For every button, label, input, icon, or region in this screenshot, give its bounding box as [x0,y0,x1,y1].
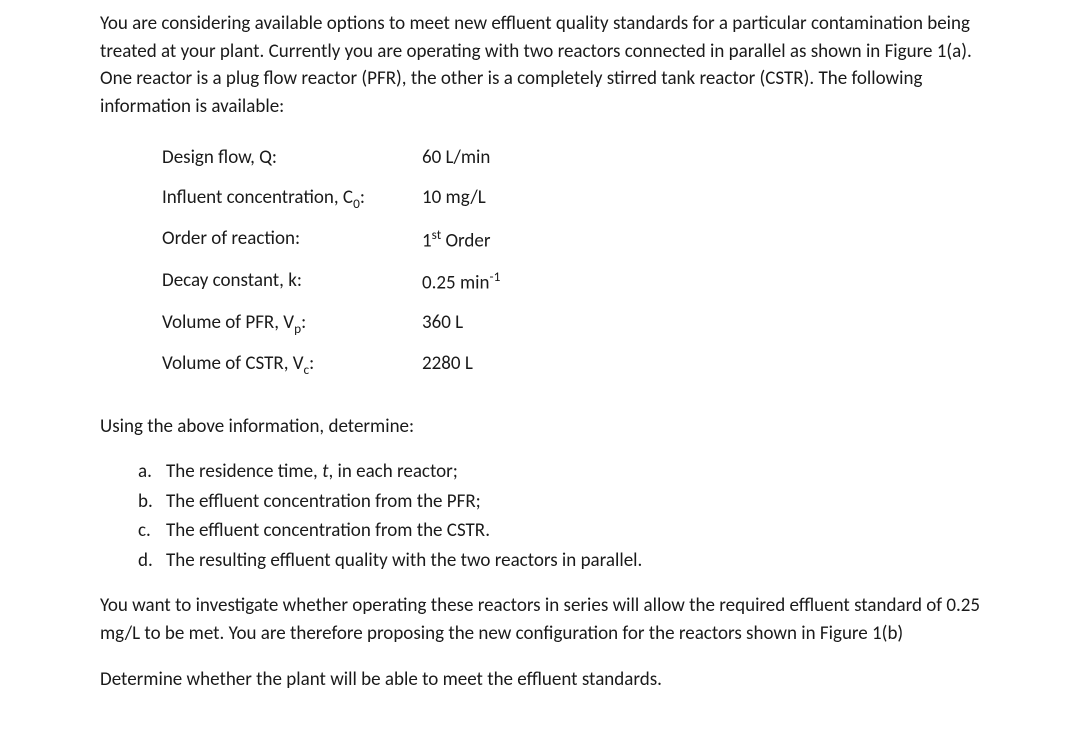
lead-paragraph: Using the above information, determine: [100,413,997,441]
param-row: Decay constant, k: 0.25 min-1 [162,261,622,303]
list-item: a.The residence time, t, in each reactor… [138,458,997,486]
list-item: d.The resulting effluent quality with th… [138,547,997,575]
list-text: The effluent concentration from the CSTR… [166,517,997,545]
parameters-table: Design flow, Q:60 L/minInfluent concentr… [162,138,622,384]
list-text: The effluent concentration from the PFR; [166,488,997,516]
param-row: Volume of CSTR, Vc:2280 L [162,344,622,385]
param-label: Volume of PFR, Vp: [162,303,422,344]
list-marker: d. [138,547,166,575]
param-label: Design flow, Q: [162,138,422,178]
param-value: 360 L [422,303,622,344]
list-text: The residence time, t, in each reactor; [166,458,997,486]
intro-paragraph: You are considering available options to… [100,10,997,120]
list-marker: c. [138,517,166,545]
param-value: 2280 L [422,344,622,385]
list-text: The resulting effluent quality with the … [166,547,997,575]
param-label: Order of reaction: [162,219,422,261]
final-paragraph: Determine whether the plant will be able… [100,666,997,694]
list-marker: a. [138,458,166,486]
param-value: 60 L/min [422,138,622,178]
list-marker: b. [138,488,166,516]
param-row: Influent concentration, C0:10 mg/L [162,178,622,219]
document-page: You are considering available options to… [0,0,1087,741]
param-value: 1st Order [422,219,622,261]
param-label: Decay constant, k: [162,261,422,303]
param-value: 10 mg/L [422,178,622,219]
param-label: Volume of CSTR, Vc: [162,344,422,385]
list-item: b.The effluent concentration from the PF… [138,488,997,516]
question-list: a.The residence time, t, in each reactor… [100,458,997,574]
list-item: c.The effluent concentration from the CS… [138,517,997,545]
series-paragraph: You want to investigate whether operatin… [100,592,997,647]
param-row: Order of reaction:1st Order [162,219,622,261]
param-row: Design flow, Q:60 L/min [162,138,622,178]
param-value: 0.25 min-1 [422,261,622,303]
param-row: Volume of PFR, Vp:360 L [162,303,622,344]
param-label: Influent concentration, C0: [162,178,422,219]
